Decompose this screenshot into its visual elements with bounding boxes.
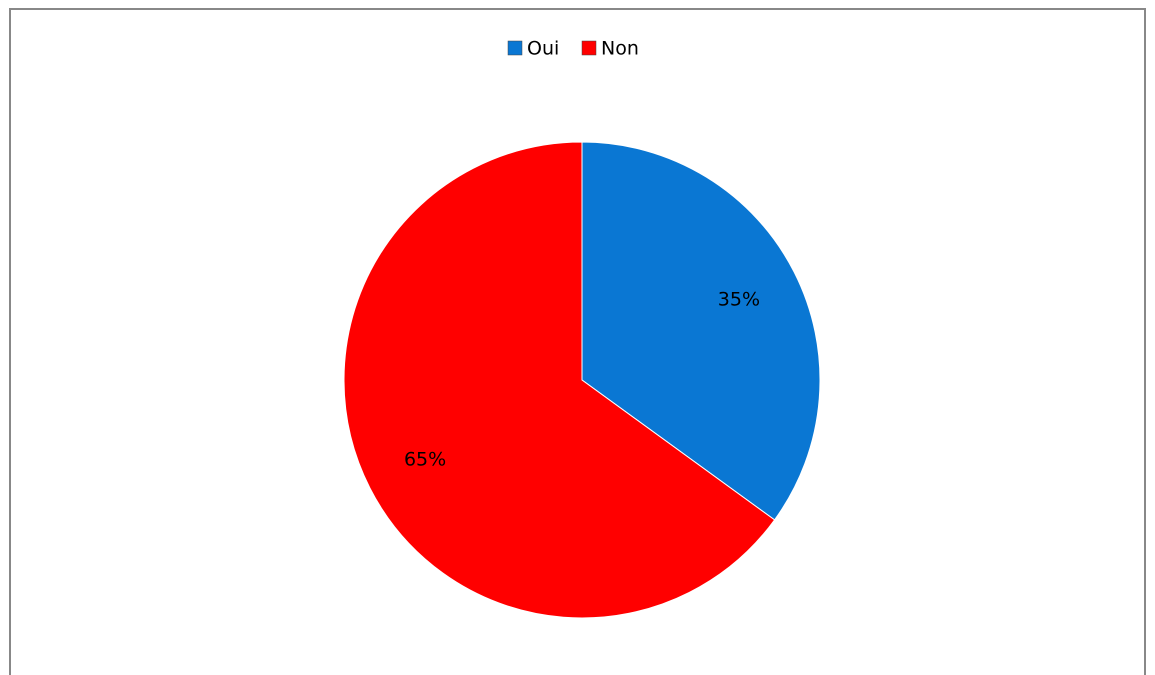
legend-label: Oui — [527, 38, 559, 60]
legend-swatch — [581, 40, 597, 56]
legend-swatch — [507, 40, 523, 56]
legend-label: Non — [601, 38, 639, 60]
data-label: 65% — [404, 448, 446, 470]
pie-slice — [581, 141, 821, 521]
data-label: 35% — [718, 289, 760, 311]
pie-slice — [343, 141, 776, 619]
